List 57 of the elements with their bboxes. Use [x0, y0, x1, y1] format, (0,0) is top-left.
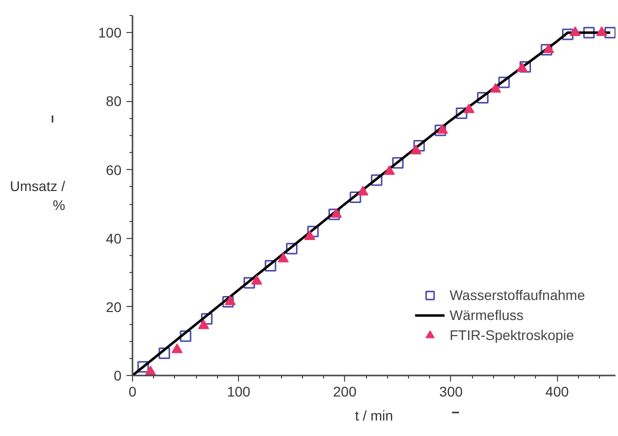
- x-tick-label: 400: [545, 384, 570, 400]
- point: [201, 313, 213, 325]
- point: [145, 366, 156, 376]
- point: [330, 208, 342, 218]
- point: [357, 186, 368, 196]
- point: [307, 226, 319, 238]
- point: [477, 92, 489, 104]
- point: [251, 274, 262, 285]
- point: [456, 107, 468, 119]
- y-tick-label: 20: [106, 298, 122, 315]
- point: [158, 347, 170, 359]
- x-tick-label: 100: [226, 384, 251, 400]
- point: [464, 104, 475, 114]
- point: [264, 260, 276, 272]
- x-tick-label: 200: [333, 384, 357, 400]
- point: [434, 124, 446, 136]
- point: [490, 82, 502, 93]
- point: [516, 62, 528, 72]
- point: [328, 208, 340, 220]
- point: [244, 277, 256, 289]
- x-tick-label: 300: [439, 384, 463, 400]
- y-tick-label: 60: [106, 162, 122, 178]
- y-tick-label: 80: [106, 93, 122, 110]
- point: [583, 26, 595, 38]
- point: [224, 296, 236, 306]
- point: [172, 344, 183, 354]
- y-tick-label: 100: [98, 24, 122, 41]
- point: [180, 330, 192, 342]
- point: [286, 242, 298, 254]
- point: [304, 230, 316, 240]
- x-axis-title: t / min: [354, 408, 394, 424]
- point: [562, 28, 574, 40]
- point: [413, 140, 425, 152]
- point: [137, 361, 149, 373]
- y-axis-title: Umsatz / %: [10, 178, 66, 214]
- legend-label: Wärmefluss: [450, 307, 524, 323]
- legend-label: FTIR-Spektroskopie: [450, 327, 574, 343]
- point: [520, 61, 532, 73]
- point: [540, 44, 552, 56]
- point: [278, 252, 289, 262]
- point: [596, 26, 608, 36]
- point: [370, 174, 382, 186]
- point: [350, 191, 362, 203]
- legend-label: Wasserstoffaufnahme: [450, 287, 585, 303]
- point: [384, 165, 395, 175]
- point: [543, 44, 554, 54]
- point: [570, 26, 581, 36]
- point: [222, 296, 234, 308]
- y-tick-label: 0: [114, 368, 122, 384]
- point: [410, 144, 422, 154]
- point: [604, 26, 616, 38]
- point: [392, 157, 404, 169]
- y-tick-label: 40: [106, 230, 122, 246]
- point: [436, 124, 448, 134]
- point: [198, 320, 210, 330]
- x-tick-label: 0: [128, 384, 137, 400]
- point: [498, 76, 510, 88]
